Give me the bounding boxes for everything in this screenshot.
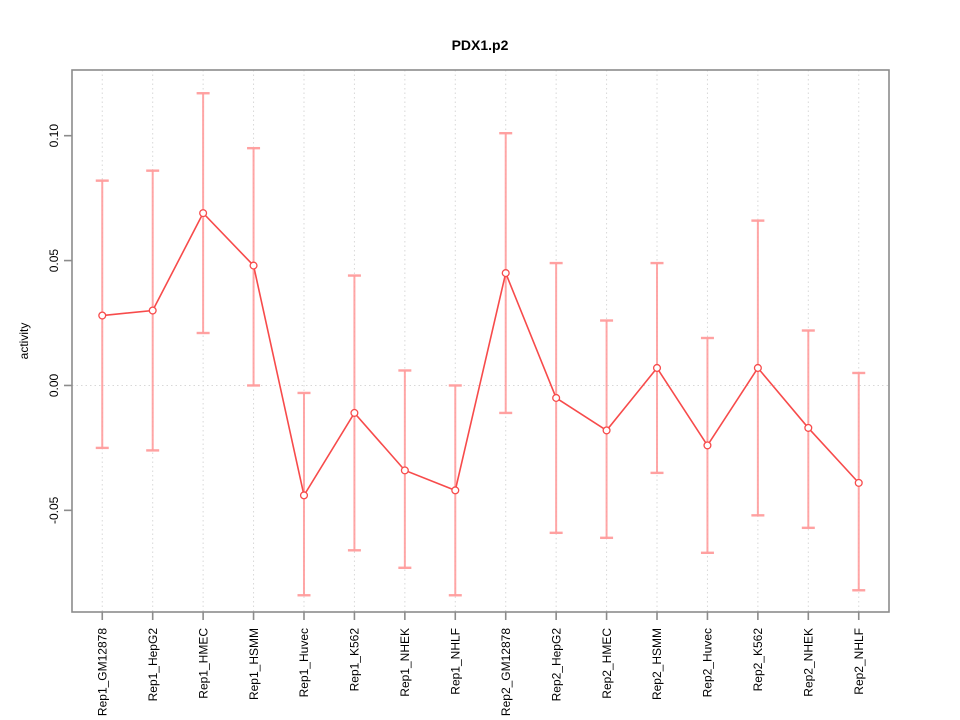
x-tick-label: Rep2_GM12878 [499, 628, 513, 716]
data-point-marker [249, 261, 258, 270]
data-point-marker [703, 441, 712, 450]
x-tick-label: Rep1_K562 [348, 628, 362, 692]
data-point-marker [552, 393, 561, 402]
data-point-marker [350, 408, 359, 417]
y-tick-label: 0.05 [47, 249, 61, 273]
x-tick-label: Rep2_HSMM [650, 628, 664, 700]
x-tick-label: Rep2_NHEK [802, 628, 816, 697]
x-tick-label: Rep1_GM12878 [95, 628, 109, 716]
x-tick-label: Rep2_Huvec [701, 628, 715, 697]
data-point-marker [753, 363, 762, 373]
data-point-marker [400, 466, 409, 475]
y-tick-label: 0.10 [47, 124, 61, 148]
data-point-marker [854, 478, 863, 487]
series-line [102, 211, 860, 498]
x-tick-label: Rep1_Huvec [297, 628, 311, 697]
x-tick-label: Rep1_NHEK [398, 628, 412, 697]
y-tick-label: 0.00 [47, 373, 61, 397]
x-tick-label: Rep2_NHLF [852, 628, 866, 695]
x-tick-label: Rep1_HMEC [196, 628, 210, 699]
plot-border [71, 69, 890, 613]
data-point-marker [98, 311, 107, 320]
data-point-marker [299, 491, 309, 500]
data-point-marker [602, 426, 611, 435]
x-tick-label: Rep2_HepG2 [549, 628, 563, 702]
x-tick-label: Rep2_HMEC [600, 628, 614, 699]
data-point-marker [148, 306, 157, 315]
x-tick-label: Rep1_HSMM [247, 628, 261, 700]
chart-title: PDX1.p2 [451, 37, 509, 53]
x-tick-label: Rep1_NHLF [448, 628, 462, 695]
data-point-marker [451, 486, 460, 495]
data-point-marker [501, 269, 510, 278]
x-tick-label: Rep1_HepG2 [146, 628, 160, 702]
x-tick-label: Rep2_K562 [751, 628, 765, 692]
data-point-marker [199, 209, 208, 218]
data-point-marker [804, 423, 813, 432]
y-tick-label: -0.05 [47, 496, 61, 524]
data-point-marker [652, 363, 662, 373]
